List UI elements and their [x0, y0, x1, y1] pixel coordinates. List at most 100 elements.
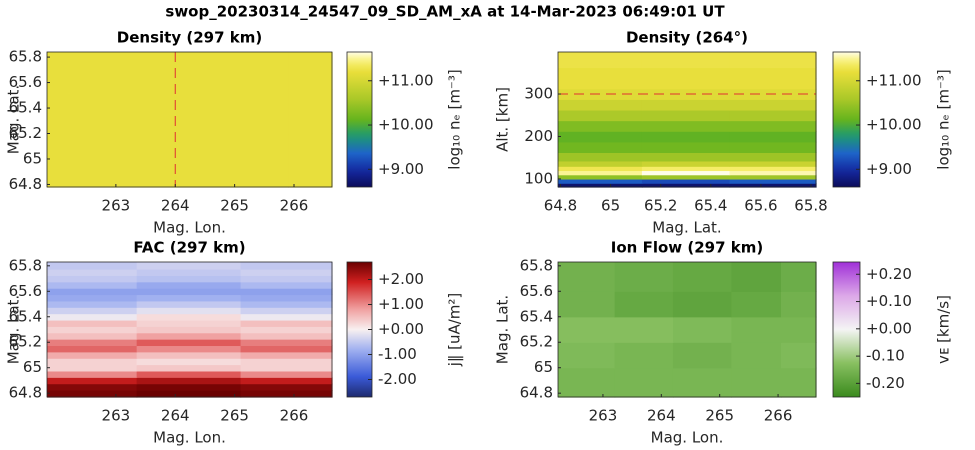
heatmap-cell [240, 364, 333, 372]
heatmap-cell [614, 262, 674, 292]
heatmap-cell [729, 99, 817, 111]
heatmap-cell [136, 339, 242, 347]
x-tick-label: 264 [161, 407, 190, 425]
heatmap-cell [558, 262, 616, 292]
heatmap-cell [47, 383, 138, 391]
heatmap-cell [288, 52, 333, 90]
heatmap-cell [47, 288, 138, 296]
heatmap-cell [47, 307, 138, 315]
heatmap-cell [729, 174, 817, 180]
heatmap-cell [641, 183, 731, 188]
heatmap-cell [731, 291, 782, 318]
heatmap-cell [558, 174, 643, 180]
heatmap-cell [136, 358, 242, 366]
heatmap-cell [641, 99, 731, 111]
heatmap-cell [558, 141, 643, 154]
heatmap-cell [641, 166, 731, 172]
heatmap-cell [641, 67, 731, 79]
x-tick-label: 64.8 [544, 197, 577, 215]
heatmap-cell [240, 294, 333, 302]
heatmap-cell [47, 389, 138, 398]
y-tick-label: 65.8 [9, 256, 42, 274]
heatmap-cell [47, 332, 138, 340]
heatmap-cell [136, 364, 242, 372]
panel-title: Density (264°) [626, 29, 748, 47]
heatmap-cell [47, 294, 138, 302]
heatmap-cell [558, 109, 643, 122]
colorbar-label: j‖ [uA/m²] [446, 293, 464, 368]
heatmap-cell [136, 319, 242, 327]
heatmap-cell [136, 351, 242, 359]
heatmap-cell [240, 269, 333, 276]
colorbar-label: log₁₀ nₑ [m⁻³] [935, 69, 953, 169]
heatmap-cell [731, 342, 782, 369]
y-tick-label: 65.4 [520, 307, 553, 325]
axes-frame [557, 261, 817, 398]
heatmap-cell [729, 141, 817, 154]
heatmap-cell [641, 120, 731, 132]
heatmap-cell [240, 351, 333, 359]
colorbar-tick-label: +0.00 [866, 319, 912, 337]
colorbar [832, 261, 861, 398]
heatmap-cell [240, 326, 333, 334]
y-tick-label: 65.8 [9, 48, 42, 66]
y-tick-label: 64.8 [9, 175, 42, 193]
heatmap-cell [240, 281, 333, 289]
heatmap-cell [47, 313, 138, 321]
x-tick-label: 266 [764, 407, 793, 425]
heatmap-cell [558, 88, 643, 100]
colorbar-tick-label: +0.00 [378, 320, 424, 338]
heatmap-cell [47, 339, 138, 347]
heatmap-cell [136, 300, 242, 308]
colorbar-tick-label: +0.20 [866, 265, 912, 283]
heatmap-cell [558, 291, 616, 318]
heatmap-cell [641, 57, 731, 69]
heatmap-cell [47, 370, 138, 378]
heatmap-cell [175, 133, 236, 188]
heatmap-cell [780, 342, 817, 369]
heatmap-cell [558, 131, 643, 143]
colorbar-tick-label: +11.00 [866, 71, 922, 89]
figure-title: swop_20230314_24547_09_SD_AM_xA at 14-Ma… [165, 3, 725, 21]
y-tick-label: 65.6 [520, 282, 553, 300]
heatmap-cell [136, 332, 242, 340]
heatmap-cell [136, 281, 242, 289]
heatmap-cell [641, 160, 731, 167]
heatmap-cell [729, 57, 817, 69]
heatmap-cell [136, 313, 242, 321]
y-tick-label: 65.6 [9, 73, 42, 91]
colorbar-tick-label: +1.00 [378, 295, 424, 313]
colorbar-tick-label: -0.20 [866, 374, 905, 392]
heatmap-cell [729, 178, 817, 184]
heatmap-cell [729, 120, 817, 132]
heatmap-cell [729, 67, 817, 79]
heatmap-cell [47, 133, 117, 188]
heatmap-cell [136, 389, 242, 398]
heatmap-panel: 263 264 265 266 64.8 65 65.2 65.4 65.6 65.8 Densit… [5, 29, 464, 237]
panel-title: Density (297 km) [117, 29, 262, 47]
panel-title: FAC (297 km) [133, 239, 245, 257]
heatmap-cell [558, 160, 643, 167]
heatmap-cell [47, 364, 138, 372]
y-tick-label: 100 [524, 169, 553, 187]
heatmap-cell [240, 358, 333, 366]
heatmap-cell [136, 326, 242, 334]
heatmap-cell [234, 133, 289, 188]
heatmap-cell [558, 52, 643, 59]
heatmap-cell [115, 52, 176, 90]
heatmap-cell [558, 183, 643, 188]
heatmap-cell [558, 57, 643, 69]
y-tick-label: 65 [534, 358, 553, 376]
y-tick-label: 65 [23, 149, 42, 167]
heatmap-cell [47, 351, 138, 359]
heatmap-cell [240, 319, 333, 327]
y-tick-label: 65.2 [9, 333, 42, 351]
y-tick-label: 65.2 [9, 124, 42, 142]
heatmap-cell [240, 345, 333, 353]
colorbar-tick-label: +9.00 [378, 160, 424, 178]
y-tick-label: 64.8 [9, 384, 42, 402]
heatmap-panel: 263 264 265 266 64.8 65 65.2 65.4 65.6 65.8 FAC (2… [5, 239, 464, 447]
heatmap-cell [558, 178, 643, 184]
heatmap-panel: 64.8 65 65.2 65.4 65.6 65.8 100 200 300 Density (… [494, 29, 953, 237]
